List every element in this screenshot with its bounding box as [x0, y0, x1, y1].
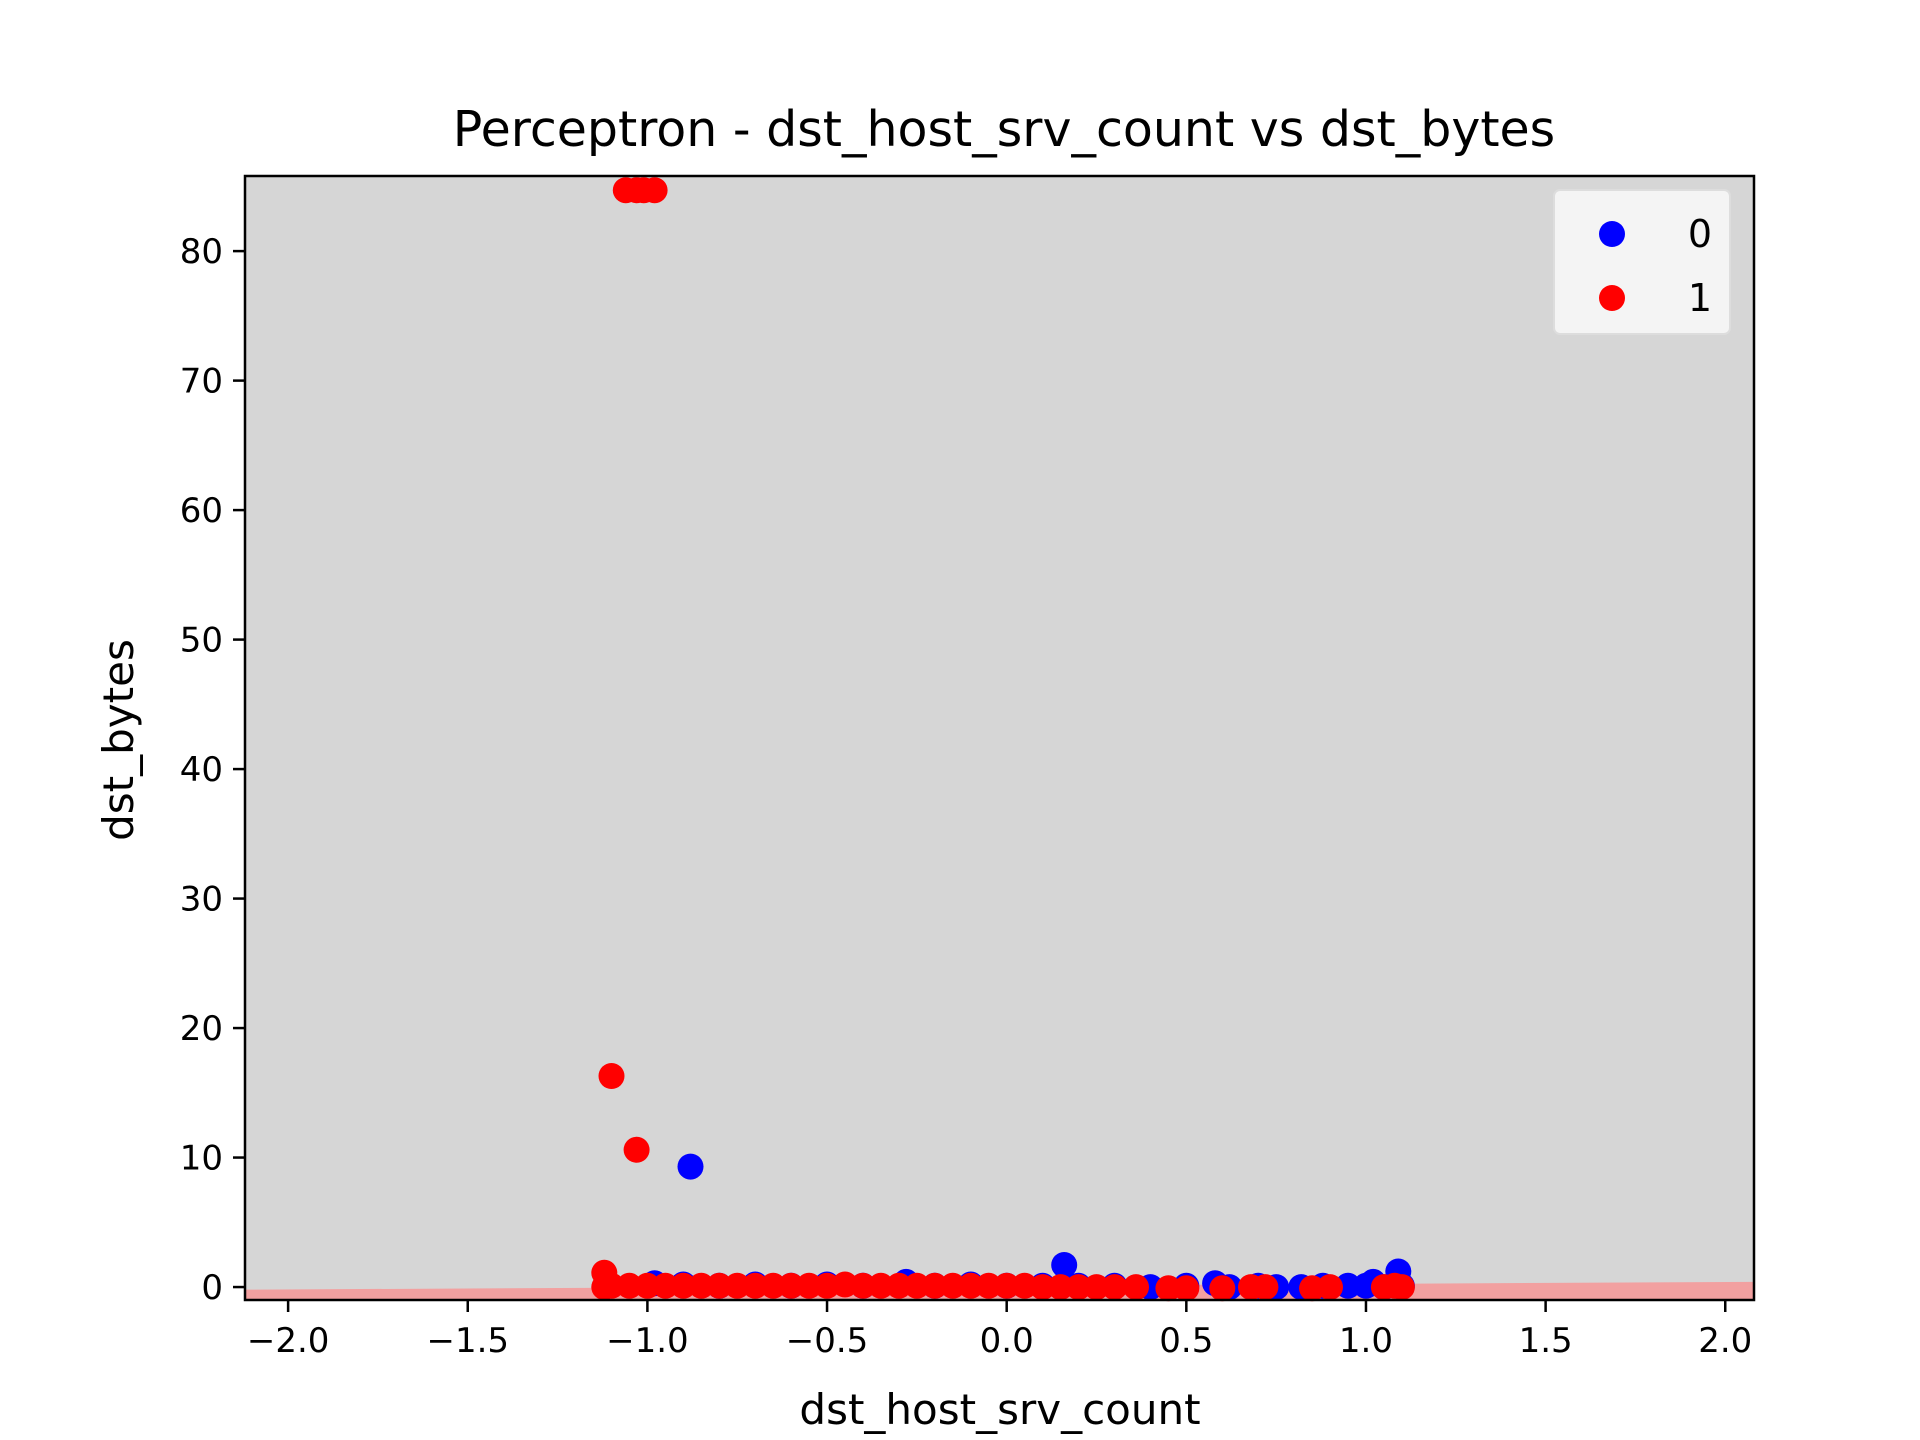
points-layer [591, 177, 1415, 1302]
point-series1-40 [1209, 1275, 1236, 1302]
point-series0-2 [677, 1153, 704, 1180]
point-series1-12 [670, 1272, 697, 1299]
point-series1-17 [760, 1272, 787, 1299]
x-tick-label: 0.5 [1159, 1321, 1213, 1361]
y-tick-label: 60 [180, 491, 223, 531]
point-series1-9 [616, 1272, 643, 1299]
point-series1-30 [993, 1272, 1020, 1299]
legend: 0 1 [1553, 189, 1731, 335]
legend-swatch-0 [1599, 221, 1625, 247]
x-tick-label: 1.5 [1519, 1321, 1573, 1361]
y-tick-label: 10 [180, 1139, 223, 1179]
point-series1-36 [1101, 1274, 1128, 1301]
plot-area [243, 174, 1756, 1302]
x-tick-label: 1.0 [1339, 1321, 1393, 1361]
x-tick-label: −2.0 [247, 1321, 330, 1361]
point-series1-47 [1388, 1274, 1415, 1301]
point-series1-23 [867, 1272, 894, 1299]
point-series1-44 [1317, 1274, 1343, 1301]
point-series1-19 [796, 1272, 823, 1299]
x-tick-label: −1.5 [426, 1321, 509, 1361]
legend-label-0: 0 [1688, 212, 1712, 256]
point-series1-22 [850, 1272, 876, 1299]
point-series1-29 [975, 1272, 1002, 1299]
point-series1-34 [1065, 1274, 1092, 1301]
point-series1-26 [921, 1272, 948, 1299]
point-series1-24 [885, 1272, 912, 1299]
point-series1-38 [1155, 1275, 1182, 1302]
point-series1-27 [939, 1272, 966, 1299]
x-tick-label: −1.0 [606, 1321, 689, 1361]
plot-frame [243, 174, 1756, 1302]
y-tick-label: 80 [180, 232, 223, 272]
point-series1-25 [903, 1272, 930, 1299]
y-tick-label: 50 [180, 621, 223, 661]
point-series1-13 [688, 1272, 715, 1299]
point-series1-39 [1173, 1275, 1200, 1302]
y-tick-label: 20 [180, 1009, 223, 1049]
x-tick-label: 2.0 [1698, 1321, 1752, 1361]
x-axis-label: dst_host_srv_count [799, 1385, 1200, 1434]
point-series1-5 [623, 1136, 650, 1163]
point-series1-18 [778, 1272, 805, 1299]
point-series1-3 [641, 177, 668, 204]
point-series1-11 [652, 1272, 679, 1299]
point-series1-33 [1047, 1274, 1074, 1301]
x-tick-label: −0.5 [786, 1321, 869, 1361]
point-series1-15 [724, 1272, 751, 1299]
point-series1-14 [706, 1272, 733, 1299]
point-series1-32 [1029, 1274, 1056, 1301]
legend-label-1: 1 [1688, 276, 1712, 320]
chart-title: Perceptron - dst_host_srv_count vs dst_b… [453, 101, 1555, 158]
point-series1-16 [742, 1272, 769, 1299]
point-series1-37 [1123, 1274, 1149, 1301]
y-tick-label: 40 [180, 750, 223, 790]
point-series1-35 [1083, 1274, 1110, 1301]
y-tick-label: 70 [180, 362, 223, 402]
x-axis: −2.0 −1.5 −1.0 −0.5 0.0 0.5 1.0 1.5 2.0 [247, 1300, 1752, 1361]
y-tick-label: 30 [180, 880, 223, 920]
point-series1-8 [598, 1272, 625, 1299]
point-series1-10 [634, 1272, 661, 1299]
plot-background [245, 176, 1754, 1300]
point-series0-13 [1051, 1252, 1078, 1278]
y-tick-label: 0 [201, 1268, 223, 1308]
legend-box [1553, 189, 1731, 335]
y-axis-label: dst_bytes [94, 639, 143, 841]
point-series1-4 [598, 1063, 625, 1089]
point-series1-42 [1252, 1274, 1279, 1301]
point-series1-28 [957, 1272, 984, 1299]
y-axis: 0 10 20 30 40 50 60 70 80 [180, 232, 245, 1308]
x-tick-label: 0.0 [980, 1321, 1034, 1361]
legend-swatch-1 [1599, 285, 1625, 311]
